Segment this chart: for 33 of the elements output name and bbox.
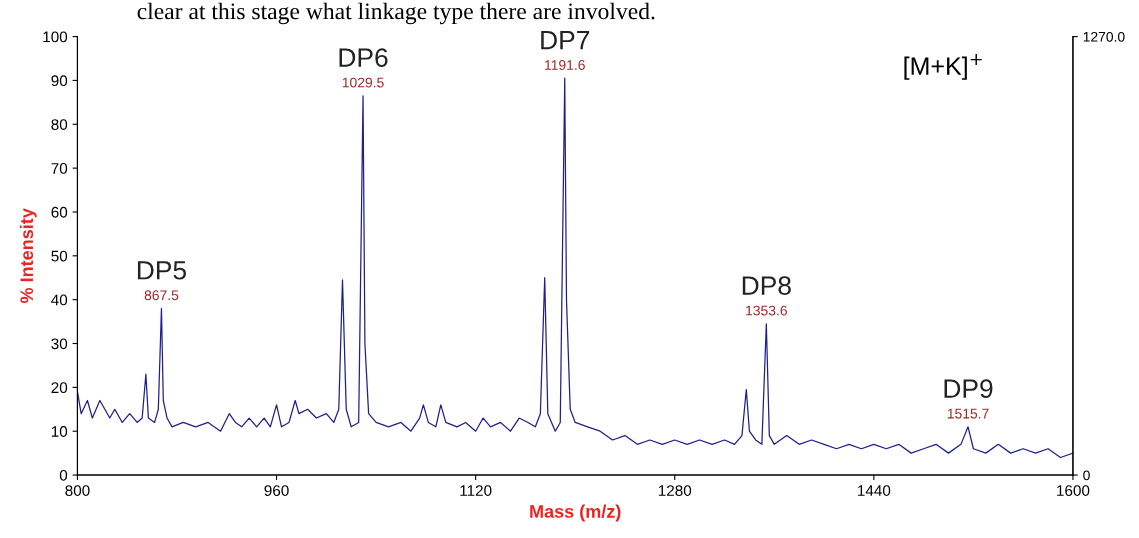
- annotation: [M+K]$^{+}$: [904, 54, 982, 80]
- annotation: DP6: [339, 48, 388, 67]
- y-tick-label: 70: [51, 162, 68, 174]
- y-tick-label: 40: [51, 294, 68, 306]
- annotation: 867.5: [144, 290, 179, 301]
- x-tick-label: 1120: [460, 485, 492, 496]
- annotation: DP7: [541, 31, 590, 50]
- y-tick-label: 10: [51, 426, 68, 437]
- y-tick-label: 0: [59, 469, 68, 481]
- y-tick-label: 50: [51, 250, 68, 262]
- y2-tick-label: 0: [1083, 470, 1090, 481]
- y-tick-label: 80: [51, 119, 68, 130]
- y-tick-label: 90: [51, 75, 68, 87]
- x-tick-label: 1280: [658, 485, 692, 496]
- y2-tick-label: 1270.0: [1083, 31, 1125, 42]
- annotation: 1515.7: [947, 408, 989, 419]
- text: clear at this stage what linkage type there are involved.: [137, 2, 655, 25]
- annotation: 1353.6: [746, 305, 787, 316]
- x-tick-label: 800: [65, 485, 90, 496]
- x-axis-title: Mass (m/z): [530, 504, 621, 522]
- x-tick-label: 1440: [858, 485, 891, 496]
- x-tick-label: 960: [264, 485, 289, 496]
- annotation: 1191.6: [545, 60, 585, 70]
- annotation: DP9: [944, 379, 993, 398]
- y-axis-title: % Intensity: [19, 208, 37, 304]
- y-tick-label: 30: [51, 338, 68, 350]
- y-tick-label: 60: [51, 206, 68, 218]
- annotation: 1029.5: [342, 77, 384, 88]
- y-tick-label: 20: [51, 382, 68, 394]
- y-tick-label: 100: [43, 31, 68, 43]
- x-tick-label: 1600: [1057, 485, 1090, 496]
- annotation: DP5: [137, 261, 187, 280]
- annotation: DP8: [742, 276, 791, 295]
